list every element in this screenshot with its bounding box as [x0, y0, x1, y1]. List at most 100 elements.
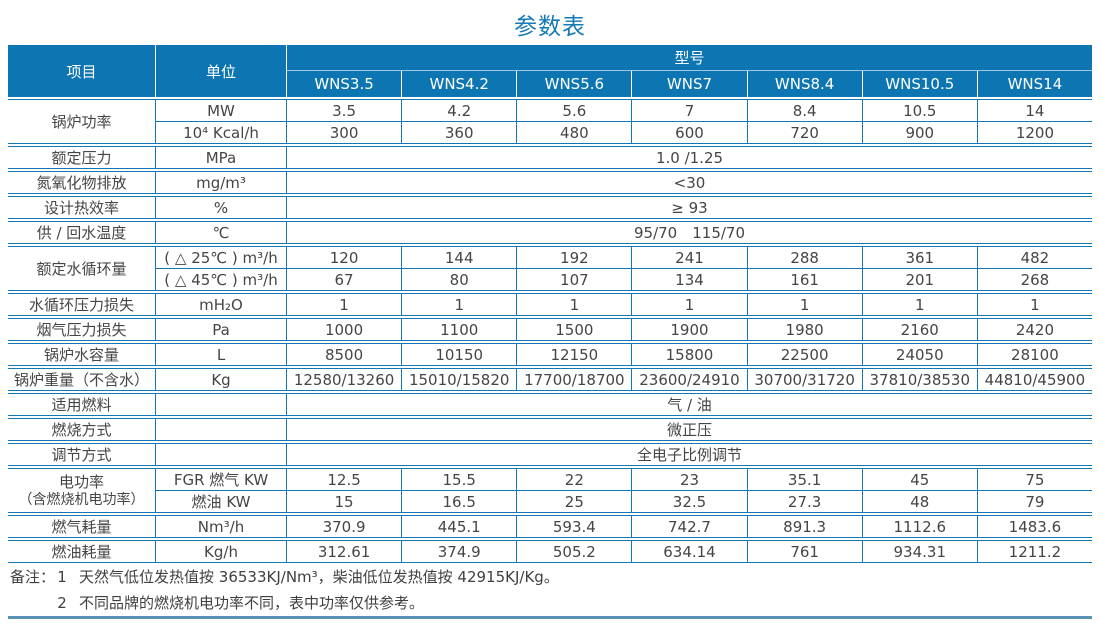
data-cell: 48 [863, 491, 978, 512]
data-cell: 161 [748, 269, 863, 290]
unit-cell [156, 394, 287, 415]
spanned-value-cell: <30 [673, 173, 706, 192]
table-row: Kg/h 312.61 374.9 505.2 634.14 761 934.31 1211.… [156, 541, 1092, 562]
data-cell: 27.3 [748, 491, 863, 512]
data-cell: 15 [287, 491, 403, 512]
unit-cell: ( △ 45℃ ) m³/h [156, 269, 287, 290]
item-label: 锅炉水容量 [43, 345, 119, 364]
data-cell: 1000 [287, 319, 403, 340]
unit-cell: % [156, 197, 287, 218]
table-row: ℃ 95/70 115/70 [156, 222, 1092, 243]
data-cell: 3.5 [287, 100, 403, 121]
item-cell: 调节方式 [8, 444, 156, 465]
note-line: 1 天然气低位发热值按 36533KJ/Nm³，柴油低位发热值按 42915KJ… [55, 564, 559, 590]
data-cell: 107 [517, 269, 633, 290]
spanned-value-cell: ≥ 93 [671, 198, 708, 217]
spanned-value-cell: 1.0 /1.25 [655, 148, 724, 167]
model-column-header: WNS7 [632, 71, 748, 97]
item-label: 燃烧方式 [51, 420, 112, 439]
unit-cell: Kg [156, 369, 287, 390]
table-row: Kg 12580/13260 15010/15820 17700/18700 23600… [156, 369, 1092, 390]
data-cell: 16.5 [402, 491, 518, 512]
unit-cell: 10⁴ Kcal/h [156, 122, 287, 143]
data-cell: 8500 [287, 344, 403, 365]
data-cell: 22 [517, 469, 633, 490]
data-cell: 1 [517, 294, 633, 315]
item-cell: 额定压力 [8, 147, 156, 168]
table-body: 锅炉功率 MW 3.5 4.2 5.6 7 8.4 10.5 14 10⁴ Kcal/h 300 36… [8, 99, 1092, 563]
data-cell: 10.5 [863, 100, 978, 121]
sub-rows: L 8500 10150 12150 15800 22500 24050 28100 [156, 344, 1092, 365]
unit-cell: Kg/h [156, 541, 287, 562]
data-cell: 44810/45900 [984, 370, 1086, 389]
data-cell: 32.5 [632, 491, 748, 512]
data-cell: 75 [1025, 470, 1045, 489]
note-text: 天然气低位发热值按 36533KJ/Nm³，柴油低位发热值按 42915KJ/K… [79, 568, 559, 586]
model-column-header: WNS14 [1007, 75, 1063, 93]
model-column-header: WNS10.5 [863, 71, 978, 97]
data-cell: 720 [748, 122, 863, 143]
item-label: 电功率 [58, 472, 104, 491]
data-cell: 15800 [632, 344, 748, 365]
table-row: Nm³/h 370.9 445.1 593.4 742.7 891.3 1112.6 1483… [156, 516, 1092, 537]
item-cell: 供 / 回水温度 [8, 222, 156, 243]
data-cell: 445.1 [402, 516, 518, 537]
note-number: 1 [57, 568, 67, 586]
item-cell: 锅炉功率 [8, 100, 156, 143]
data-cell: 12150 [517, 344, 633, 365]
model-column-header: WNS3.5 [287, 71, 403, 97]
data-cell: 900 [863, 122, 978, 143]
data-cell: 80 [402, 269, 518, 290]
item-cell: 燃油耗量 [8, 541, 156, 562]
row-group: 适用燃料 气 / 油 [8, 393, 1092, 416]
data-cell: 480 [517, 122, 633, 143]
data-cell: 8.4 [748, 100, 863, 121]
data-cell: 361 [863, 247, 978, 268]
data-cell: 15.5 [402, 469, 518, 490]
table-row: 微正压 [156, 419, 1092, 440]
unit-cell [156, 419, 287, 440]
sub-rows: Pa 1000 1100 1500 1900 1980 2160 2420 [156, 319, 1092, 340]
table-row: ( △ 25℃ ) m³/h 120 144 192 241 288 361 482 [156, 247, 1092, 268]
item-label: 设计热效率 [43, 198, 119, 217]
data-cell: 23 [632, 469, 748, 490]
row-group: 调节方式 全电子比例调节 [8, 443, 1092, 466]
data-cell: 300 [287, 122, 403, 143]
row-group: 额定压力 MPa 1.0 /1.25 [8, 146, 1092, 169]
page-title: 参数表 [514, 14, 586, 40]
data-cell: 12.5 [287, 469, 403, 490]
data-cell: 17700/18700 [517, 369, 633, 390]
data-cell: 374.9 [402, 541, 518, 562]
data-cell: 761 [748, 541, 863, 562]
item-label: 烟气压力损失 [36, 320, 127, 339]
data-cell: 2420 [1015, 320, 1054, 339]
model-column-header: WNS8.4 [748, 71, 863, 97]
item-label: 适用燃料 [51, 395, 112, 414]
sub-rows: mg/m³ <30 [156, 172, 1092, 193]
unit-cell: FGR 燃气 KW [156, 469, 287, 490]
sub-rows: 微正压 [156, 419, 1092, 440]
sub-rows: ( △ 25℃ ) m³/h 120 144 192 241 288 361 482( △ 4… [156, 247, 1092, 290]
data-cell: 742.7 [632, 516, 748, 537]
item-cell: 燃气耗量 [8, 516, 156, 537]
notes: 备注： 1 天然气低位发热值按 36533KJ/Nm³，柴油低位发热值按 429… [10, 564, 559, 616]
data-cell: 1500 [517, 319, 633, 340]
table-row: 全电子比例调节 [156, 444, 1092, 465]
data-cell: 134 [632, 269, 748, 290]
data-cell: 370.9 [287, 516, 403, 537]
data-cell: 1 [863, 294, 978, 315]
row-group: 电功率 （含燃烧机电功率） FGR 燃气 KW 12.5 15.5 22 23 35.1 45 7… [8, 468, 1092, 513]
data-cell: 1 [287, 294, 403, 315]
unit-cell: ℃ [156, 222, 287, 243]
data-cell: 505.2 [517, 541, 633, 562]
unit-cell: Nm³/h [156, 516, 287, 537]
item-cell: 烟气压力损失 [8, 319, 156, 340]
data-cell: 15010/15820 [402, 369, 518, 390]
row-group: 锅炉功率 MW 3.5 4.2 5.6 7 8.4 10.5 14 10⁴ Kcal/h 300 36… [8, 99, 1092, 144]
item-label: 水循环压力损失 [28, 295, 134, 314]
data-cell: 241 [632, 247, 748, 268]
item-cell: 设计热效率 [8, 197, 156, 218]
row-group: 燃烧方式 微正压 [8, 418, 1092, 441]
unit-cell: L [156, 344, 287, 365]
